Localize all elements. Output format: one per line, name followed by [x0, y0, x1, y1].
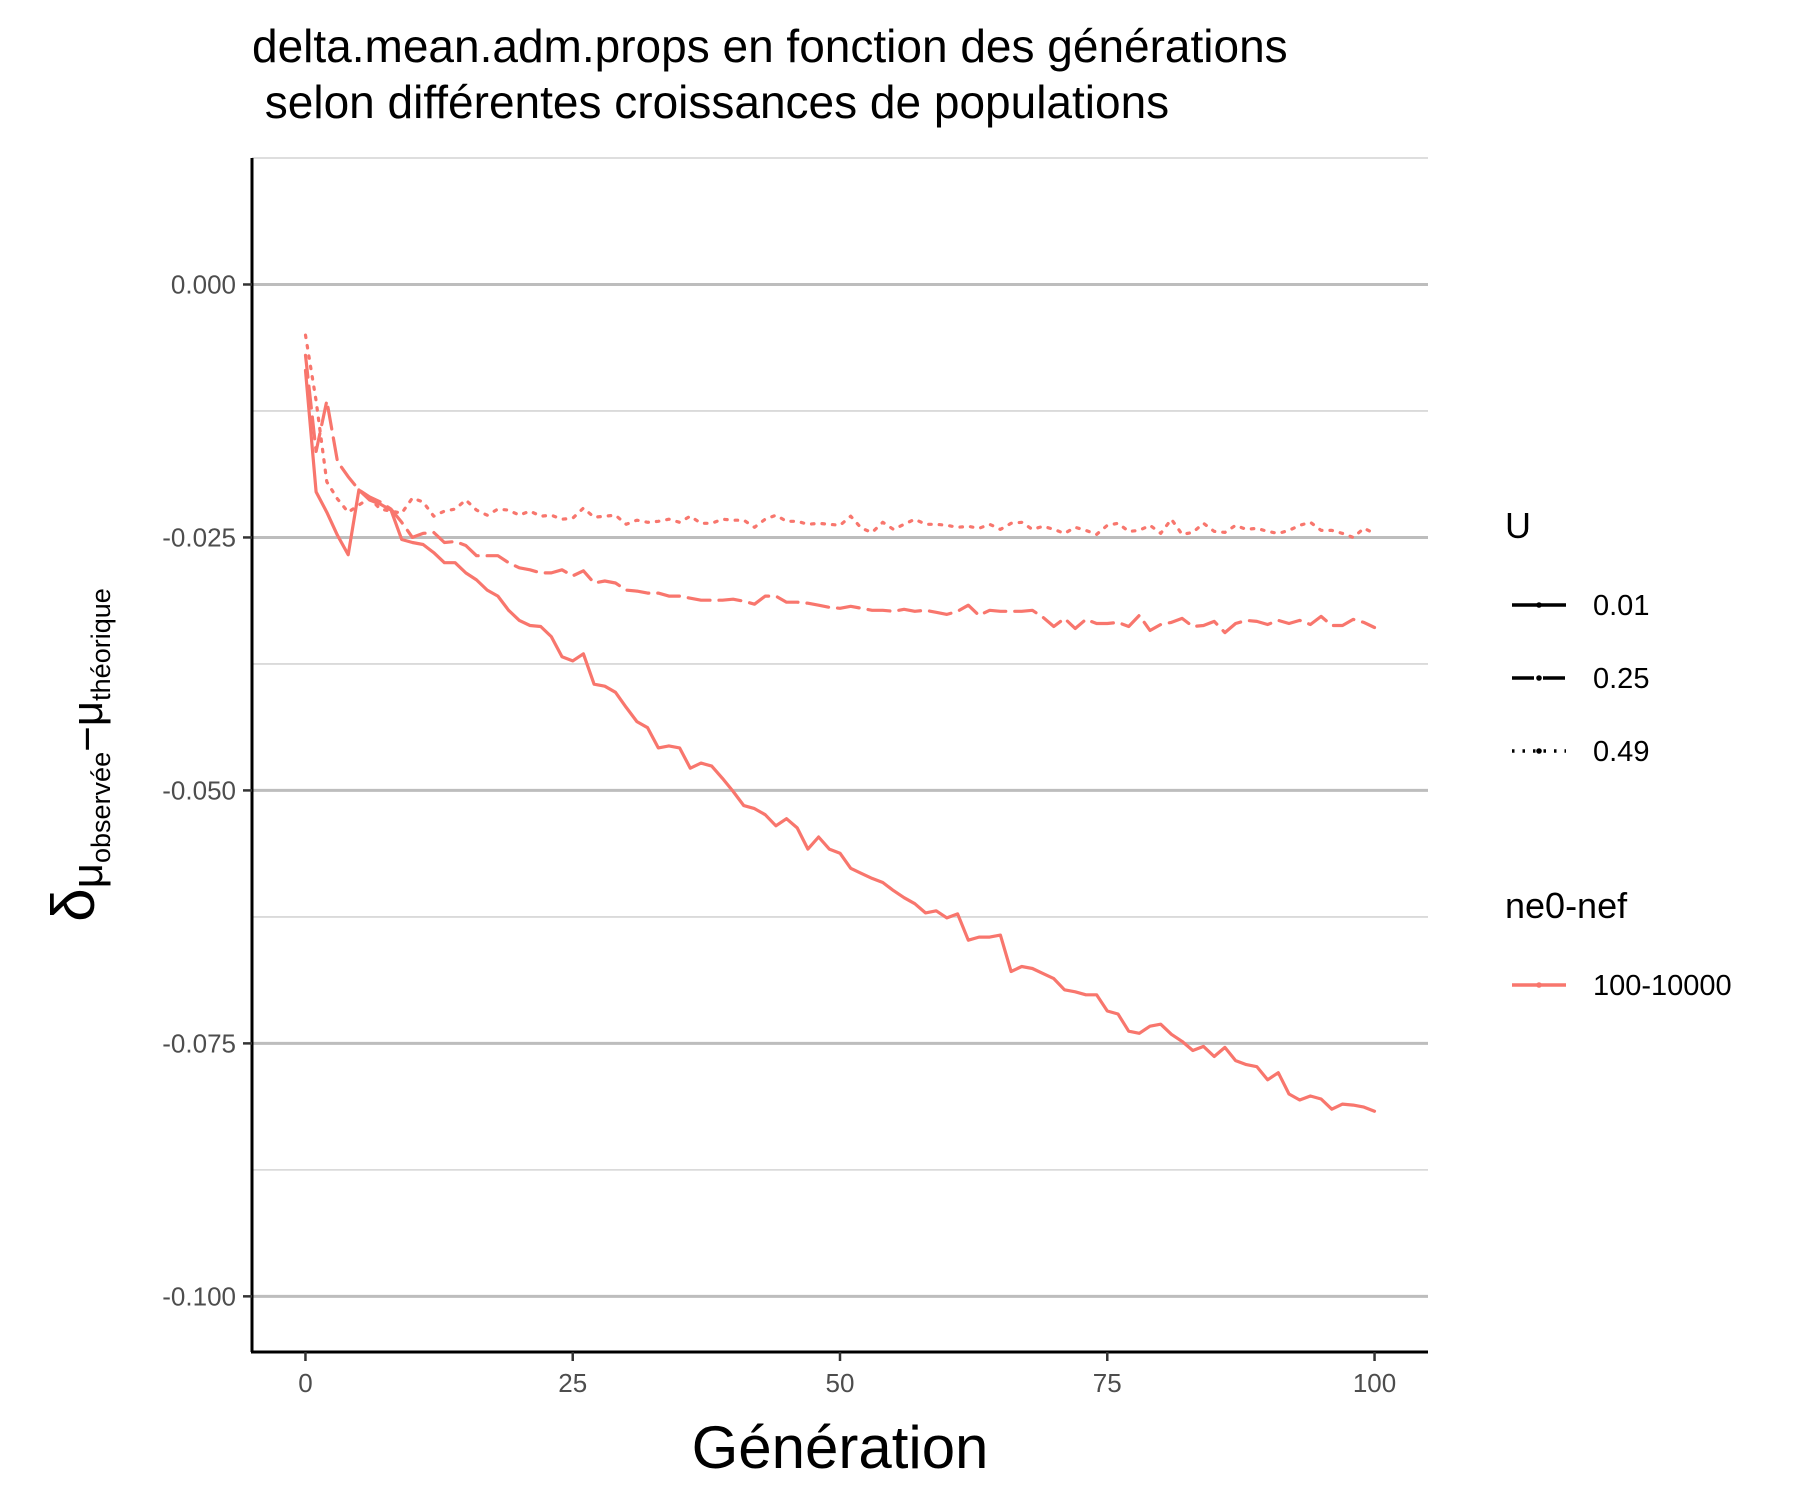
y-axis-title-symbol: δ — [40, 888, 107, 921]
y-axis-title: δμobservée−μthéorique — [40, 588, 116, 922]
y-axis-title-minus: − — [63, 726, 112, 752]
legend-key-point — [1536, 602, 1542, 608]
y-tick-label: 0.000 — [171, 269, 236, 299]
legend-title: ne0-nef — [1505, 885, 1628, 926]
legend-label: 0.01 — [1593, 590, 1649, 622]
x-ticks: 0 25 50 75 100 — [298, 1352, 1396, 1398]
x-tick-label: 25 — [558, 1368, 587, 1398]
legend-key-point — [1536, 748, 1542, 754]
y-tick-label: -0.075 — [162, 1028, 236, 1058]
legend-label: 100-10000 — [1593, 970, 1732, 1002]
legend-label: 0.25 — [1593, 663, 1649, 695]
grid — [252, 157, 1428, 1298]
x-tick-label: 75 — [1093, 1368, 1122, 1398]
legend: U 0.01 0.25 0.49 ne0-nef 100-10000 — [1505, 505, 1732, 1002]
y-ticks: 0.000 -0.025 -0.050 -0.075 -0.100 — [162, 269, 252, 1311]
y-tick-label: -0.050 — [162, 775, 236, 805]
chart-title-line-2: selon différentes croissances de populat… — [252, 76, 1169, 128]
y-axis-title-observed: observée — [86, 752, 116, 863]
chart-title-line-1: delta.mean.adm.props en fonction des gén… — [252, 20, 1288, 72]
y-axis-title-mu-observed: μ — [63, 863, 112, 888]
x-tick-label: 100 — [1353, 1368, 1396, 1398]
y-tick-label: -0.025 — [162, 522, 236, 552]
series-line-u-0.01 — [303, 368, 1377, 1113]
legend-key-point — [1536, 982, 1542, 988]
series-layer — [303, 333, 1377, 1113]
y-axis-title-mu-theoretical: μ — [63, 701, 112, 726]
x-axis-title: Génération — [692, 1414, 989, 1481]
legend-title: U — [1505, 505, 1531, 546]
legend-label: 0.49 — [1593, 736, 1649, 768]
series-line-u-0.25 — [303, 353, 1377, 635]
legend-key-point — [1536, 675, 1542, 681]
y-axis-title-theoretical: théorique — [86, 588, 116, 701]
y-tick-label: -0.100 — [162, 1281, 236, 1311]
x-tick-label: 0 — [298, 1368, 312, 1398]
series-line-u-0.49 — [303, 333, 1377, 540]
x-tick-label: 50 — [826, 1368, 855, 1398]
